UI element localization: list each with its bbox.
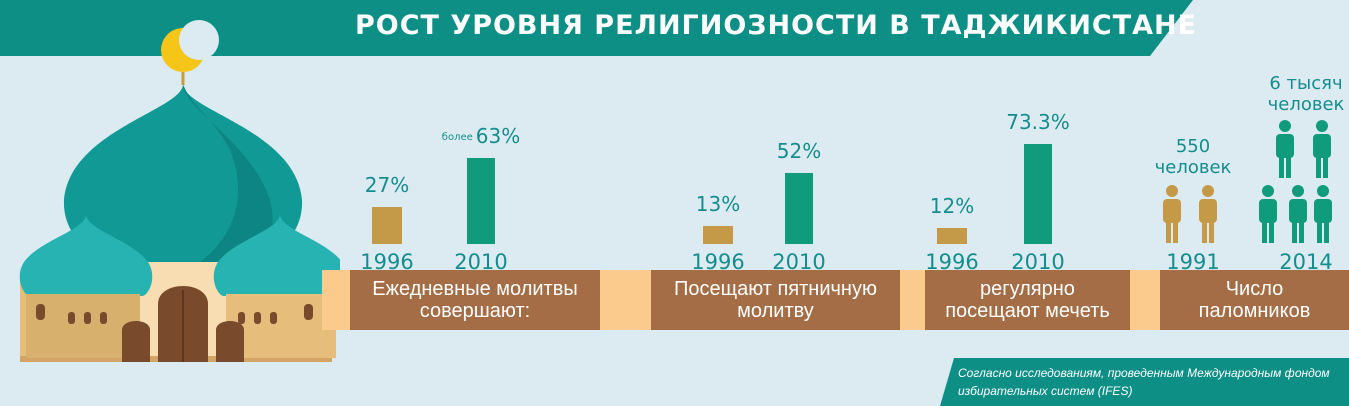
group-label-3: регулярно посещают мечеть xyxy=(925,270,1130,330)
year-label-1-1996: 1996 xyxy=(360,250,414,274)
pilgrim-count-1991: 550 человек xyxy=(1154,136,1232,178)
pilgrim-count-2014: 6 тысяч человек xyxy=(1267,73,1345,115)
year-label-1-2010: 2010 xyxy=(454,250,508,274)
person-icon xyxy=(1276,120,1294,178)
year-label-pilgrims-2014: 2014 xyxy=(1279,250,1333,274)
bar-2-2010 xyxy=(785,173,813,244)
value-label-1-2010: более 63% xyxy=(441,124,521,149)
value-label-1-1996: 27% xyxy=(364,173,410,198)
source-box xyxy=(940,358,1349,406)
crescent-moon-icon xyxy=(161,20,219,85)
value-label-2-1996: 13% xyxy=(695,192,741,217)
person-icon xyxy=(1313,120,1331,178)
value-label-3-1996: 12% xyxy=(929,193,975,218)
title-banner xyxy=(0,0,1193,56)
person-icon xyxy=(1163,185,1181,243)
bar-1-1996 xyxy=(372,207,402,244)
year-label-2-1996: 1996 xyxy=(691,250,745,274)
year-label-3-2010: 2010 xyxy=(1011,250,1065,274)
person-icon xyxy=(1289,185,1307,243)
value-prefix: более xyxy=(441,132,473,144)
group-label-pilgrims: Число паломников xyxy=(1160,270,1349,330)
bar-3-2010 xyxy=(1024,144,1052,244)
year-label-2-2010: 2010 xyxy=(772,250,826,274)
year-label-pilgrims-1991: 1991 xyxy=(1166,250,1220,274)
value-label-3-2010: 73.3% xyxy=(1006,110,1070,134)
person-icon xyxy=(1259,185,1277,243)
source-note: Согласно исследованиям, проведенным Межд… xyxy=(958,366,1330,398)
value-label-2-2010: 52% xyxy=(776,139,822,164)
group-label-2: Посещают пятничную молитву xyxy=(651,270,900,330)
page-title: РОСТ УРОВНЯ РЕЛИГИОЗНОСТИ В ТАДЖИКИСТАНЕ xyxy=(355,10,1198,41)
bar-3-1996 xyxy=(937,227,967,244)
person-icon xyxy=(1314,185,1332,243)
year-label-3-1996: 1996 xyxy=(925,250,979,274)
group-label-1: Ежедневные молитвы совершают: xyxy=(350,270,600,330)
mosque-illustration xyxy=(19,20,340,362)
bar-1-2010 xyxy=(467,158,495,244)
bar-2-1996 xyxy=(703,226,733,244)
person-icon xyxy=(1199,185,1217,243)
